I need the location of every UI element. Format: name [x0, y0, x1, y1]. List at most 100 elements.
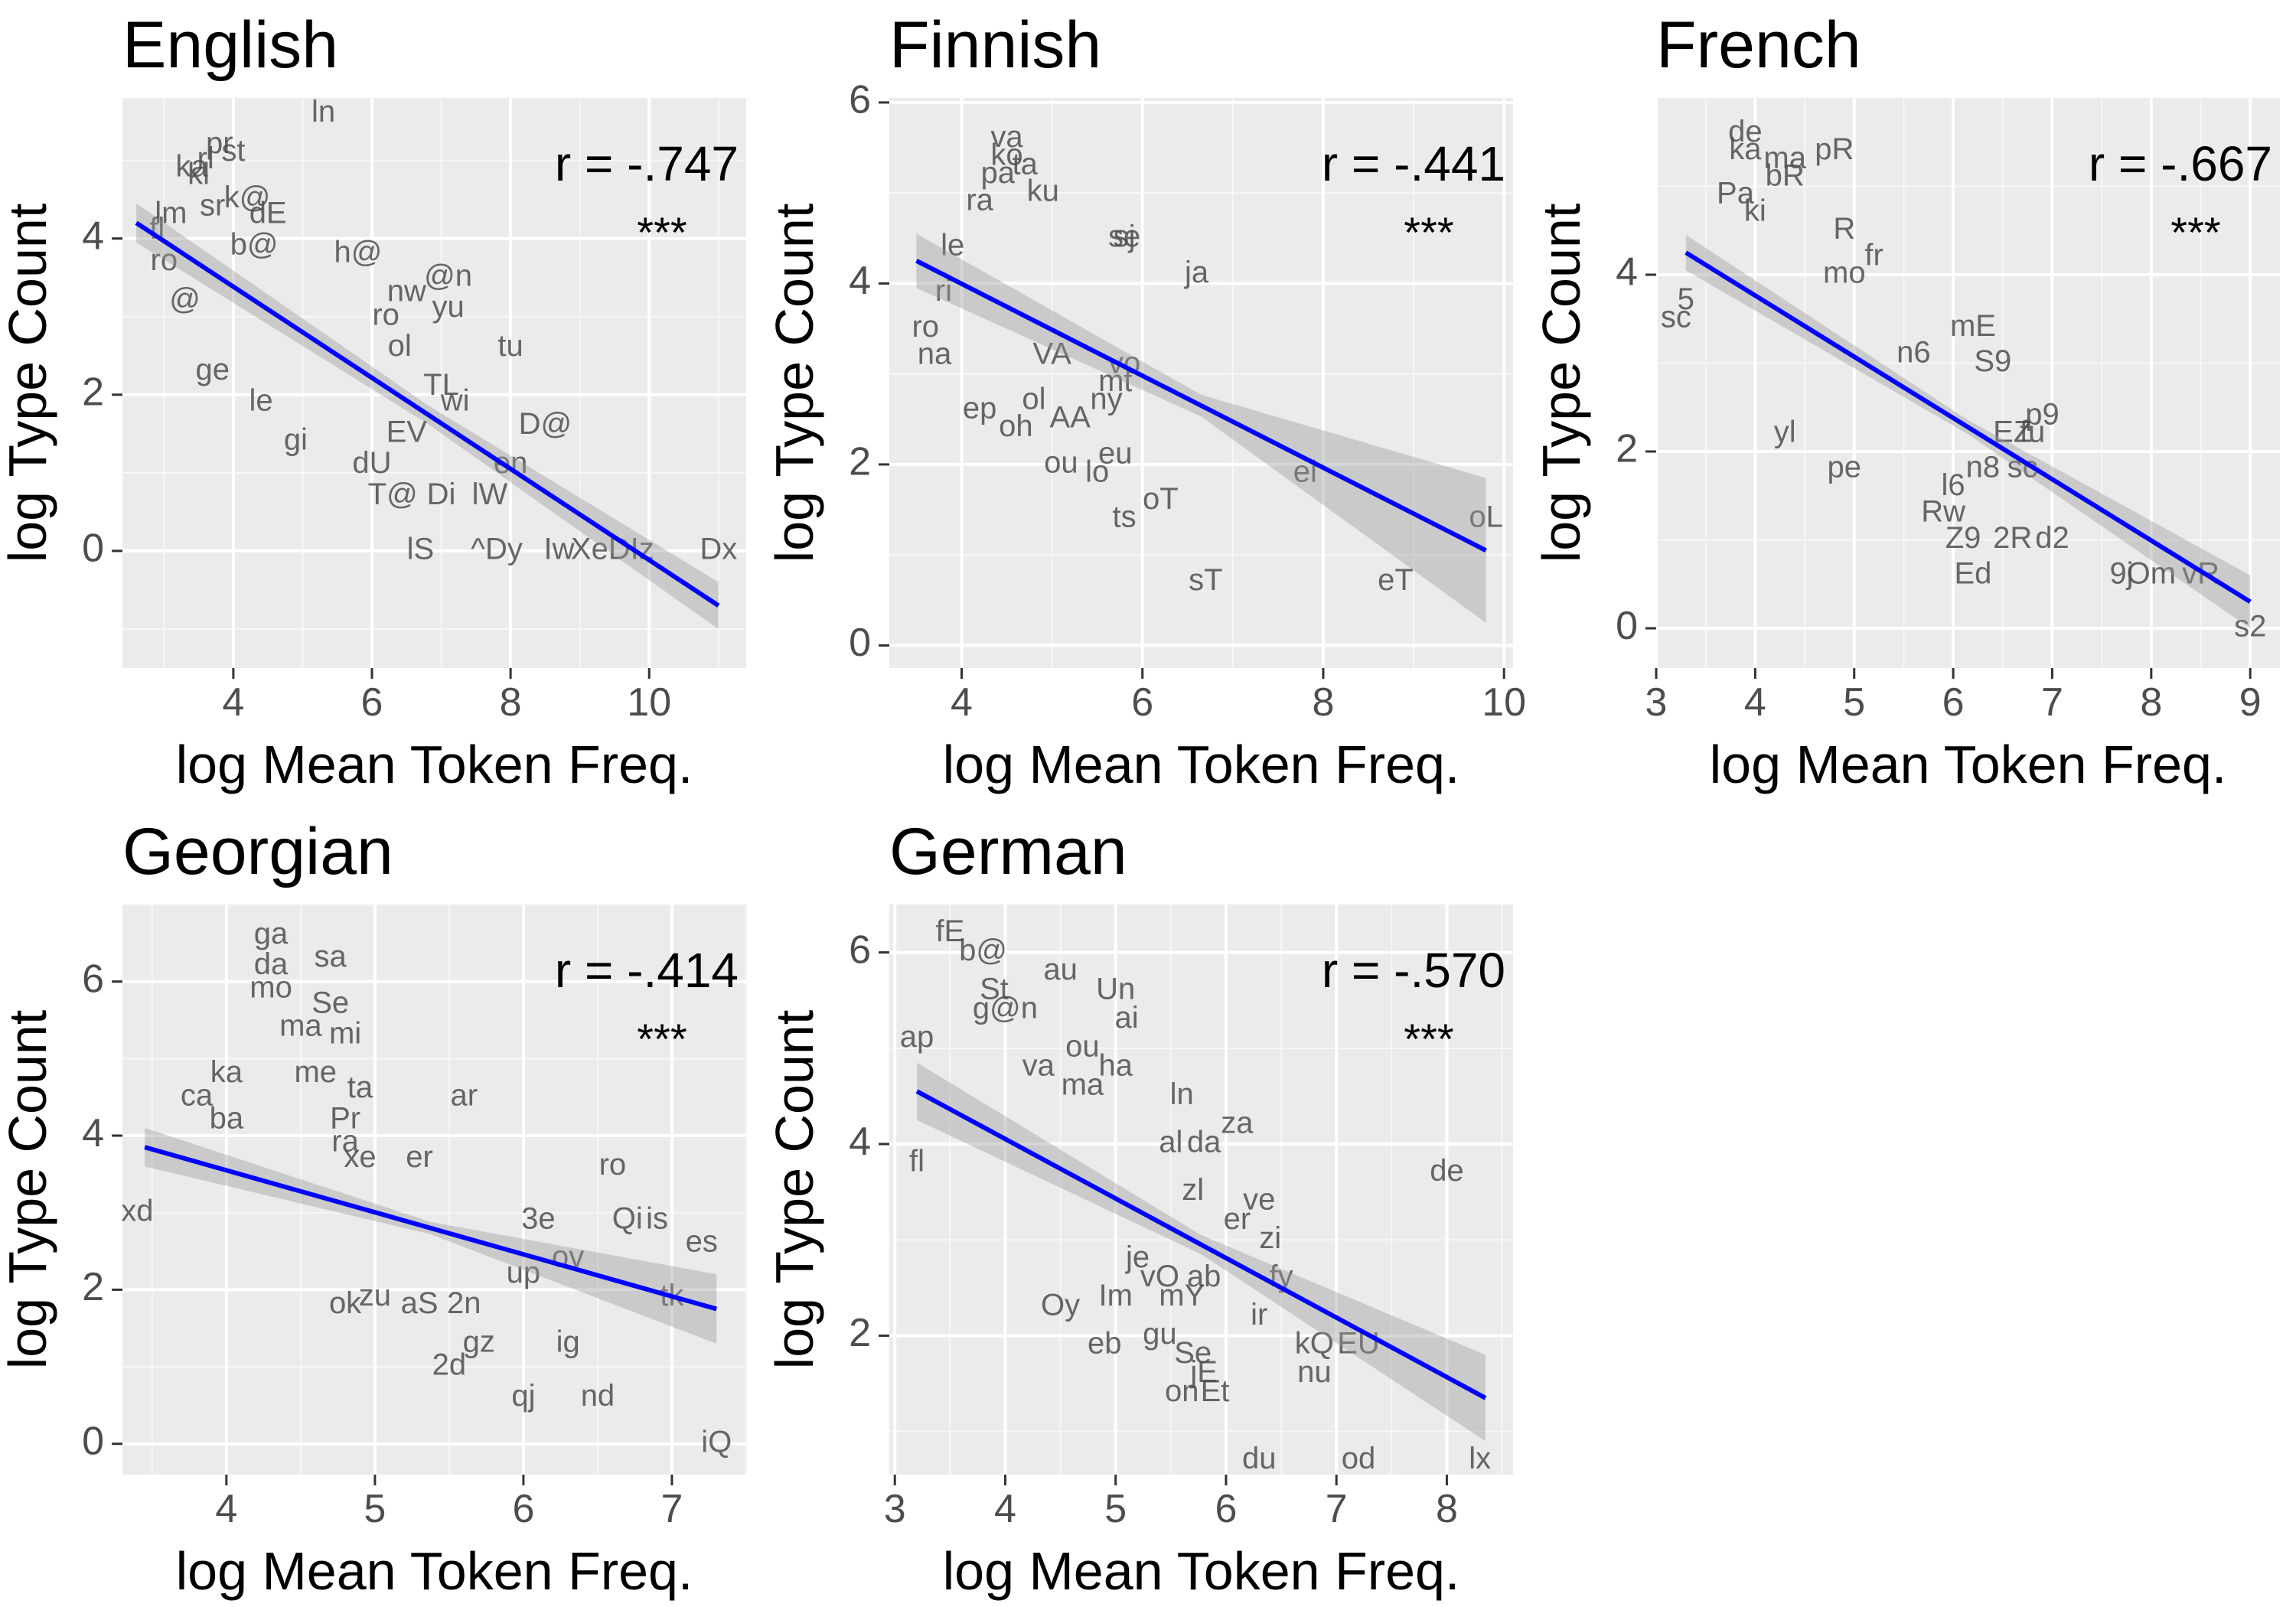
regression-line — [1684, 250, 2252, 604]
point-label: ma — [1763, 141, 1806, 174]
point-label: fl — [909, 1145, 925, 1178]
panel-title: English — [122, 8, 338, 82]
point-label: ro — [599, 1148, 627, 1182]
point-label: n6 — [1896, 336, 1931, 370]
point-label: ai — [1115, 1001, 1139, 1035]
point-label: Se — [311, 986, 349, 1019]
x-tick-label: 4 — [215, 1487, 237, 1531]
point-label: Oy — [1041, 1288, 1080, 1322]
panel-title: French — [1656, 8, 1861, 82]
point-label: ep — [963, 392, 997, 425]
point-label: sj — [1114, 220, 1136, 253]
point-label: lx — [1469, 1442, 1491, 1475]
point-label: 3e — [521, 1201, 556, 1235]
regression-line — [135, 220, 720, 608]
y-axis-title: log Type Count — [1531, 204, 1591, 563]
point-label: ka — [175, 149, 208, 183]
point-label: p9 — [2025, 397, 2060, 431]
point-label: mE — [1950, 309, 1996, 343]
point-label: za — [1221, 1107, 1254, 1140]
point-label: ^Dy — [471, 532, 523, 566]
significance-label: *** — [2170, 208, 2220, 256]
x-tick-label: 10 — [1482, 680, 1526, 725]
y-tick-label: 6 — [849, 927, 871, 972]
x-tick-label: 6 — [1942, 680, 1965, 725]
point-label: ol — [388, 329, 412, 363]
point-label: eb — [1088, 1327, 1122, 1361]
point-label: ku — [1027, 174, 1059, 208]
y-tick-label: 0 — [849, 621, 871, 665]
confidence-band — [1685, 235, 2251, 628]
significance-label: *** — [1404, 208, 1453, 256]
point-label: Iw — [544, 532, 575, 566]
point-label: 9j — [2109, 556, 2133, 590]
point-label: b@ — [959, 934, 1007, 967]
point-label: ts — [1113, 500, 1137, 533]
point-label: Pr — [330, 1101, 360, 1135]
point-label: Un — [1096, 972, 1135, 1006]
point-label: Rw — [1921, 494, 1965, 528]
y-tick-label: 0 — [82, 1419, 104, 1463]
point-label: da — [254, 947, 289, 981]
point-label: er — [406, 1140, 433, 1174]
y-axis-title: log Type Count — [0, 204, 57, 563]
point-label: gu — [1143, 1317, 1177, 1351]
point-label: va — [1022, 1048, 1055, 1082]
point-label: ve — [1243, 1183, 1275, 1217]
y-tick-label: 4 — [1616, 250, 1638, 295]
point-label: ir — [1251, 1298, 1267, 1332]
point-label: ka — [1729, 132, 1762, 166]
plot-background — [122, 98, 746, 668]
point-label: @ — [169, 282, 201, 316]
point-label: pR — [1815, 132, 1854, 166]
point-label: lW — [472, 478, 508, 511]
point-label: dU — [352, 446, 391, 480]
grid — [122, 98, 746, 668]
point-label: Se — [1174, 1336, 1212, 1370]
point-label: s2 — [2234, 610, 2266, 644]
point-label: Dx — [700, 532, 737, 566]
point-label: sc — [1661, 300, 1691, 334]
point-label: al — [1159, 1126, 1182, 1159]
point-label: EV — [386, 415, 428, 448]
y-axis-title: log Type Count — [0, 1010, 57, 1370]
point-label: Et — [1201, 1374, 1230, 1408]
x-tick-label: 5 — [1843, 680, 1865, 725]
point-label: ri — [935, 274, 952, 308]
point-label: sa — [315, 940, 347, 973]
point-label: nw — [387, 275, 426, 308]
point-label: ba — [210, 1101, 244, 1135]
correlation-label: r = -.570 — [1322, 943, 1505, 998]
point-label: zi — [1259, 1221, 1281, 1255]
point-label: iQ — [701, 1425, 732, 1459]
point-label: 2R — [1993, 521, 2032, 555]
confidence-band — [145, 1128, 717, 1344]
point-label: va — [990, 120, 1023, 154]
significance-label: *** — [637, 1015, 687, 1063]
x-tick-label: 6 — [512, 1487, 534, 1531]
point-label: d2 — [2035, 521, 2069, 555]
point-label: ln — [1170, 1077, 1194, 1111]
point-label: fr — [1864, 238, 1883, 272]
correlation-label: r = -.747 — [555, 136, 739, 191]
point-label: eT — [1378, 563, 1414, 597]
point-label: ol — [1022, 383, 1045, 416]
plot-background — [889, 905, 1513, 1475]
y-tick-label: 4 — [82, 214, 104, 258]
point-label: nd — [581, 1379, 615, 1413]
point-label: on — [1165, 1374, 1199, 1408]
point-label: h@ — [334, 236, 382, 269]
x-tick-label: 10 — [627, 680, 671, 725]
point-label: Z9 — [1945, 521, 1981, 555]
point-label: ca — [181, 1078, 214, 1112]
point-label: ab — [1187, 1260, 1221, 1293]
point-label: ny — [1090, 383, 1122, 416]
significance-label: *** — [1404, 1015, 1453, 1063]
point-label: AA — [1050, 400, 1091, 434]
point-label: T@ — [368, 478, 418, 511]
regression-line — [144, 1145, 718, 1312]
x-axis-title: log Mean Token Freq. — [176, 735, 693, 794]
